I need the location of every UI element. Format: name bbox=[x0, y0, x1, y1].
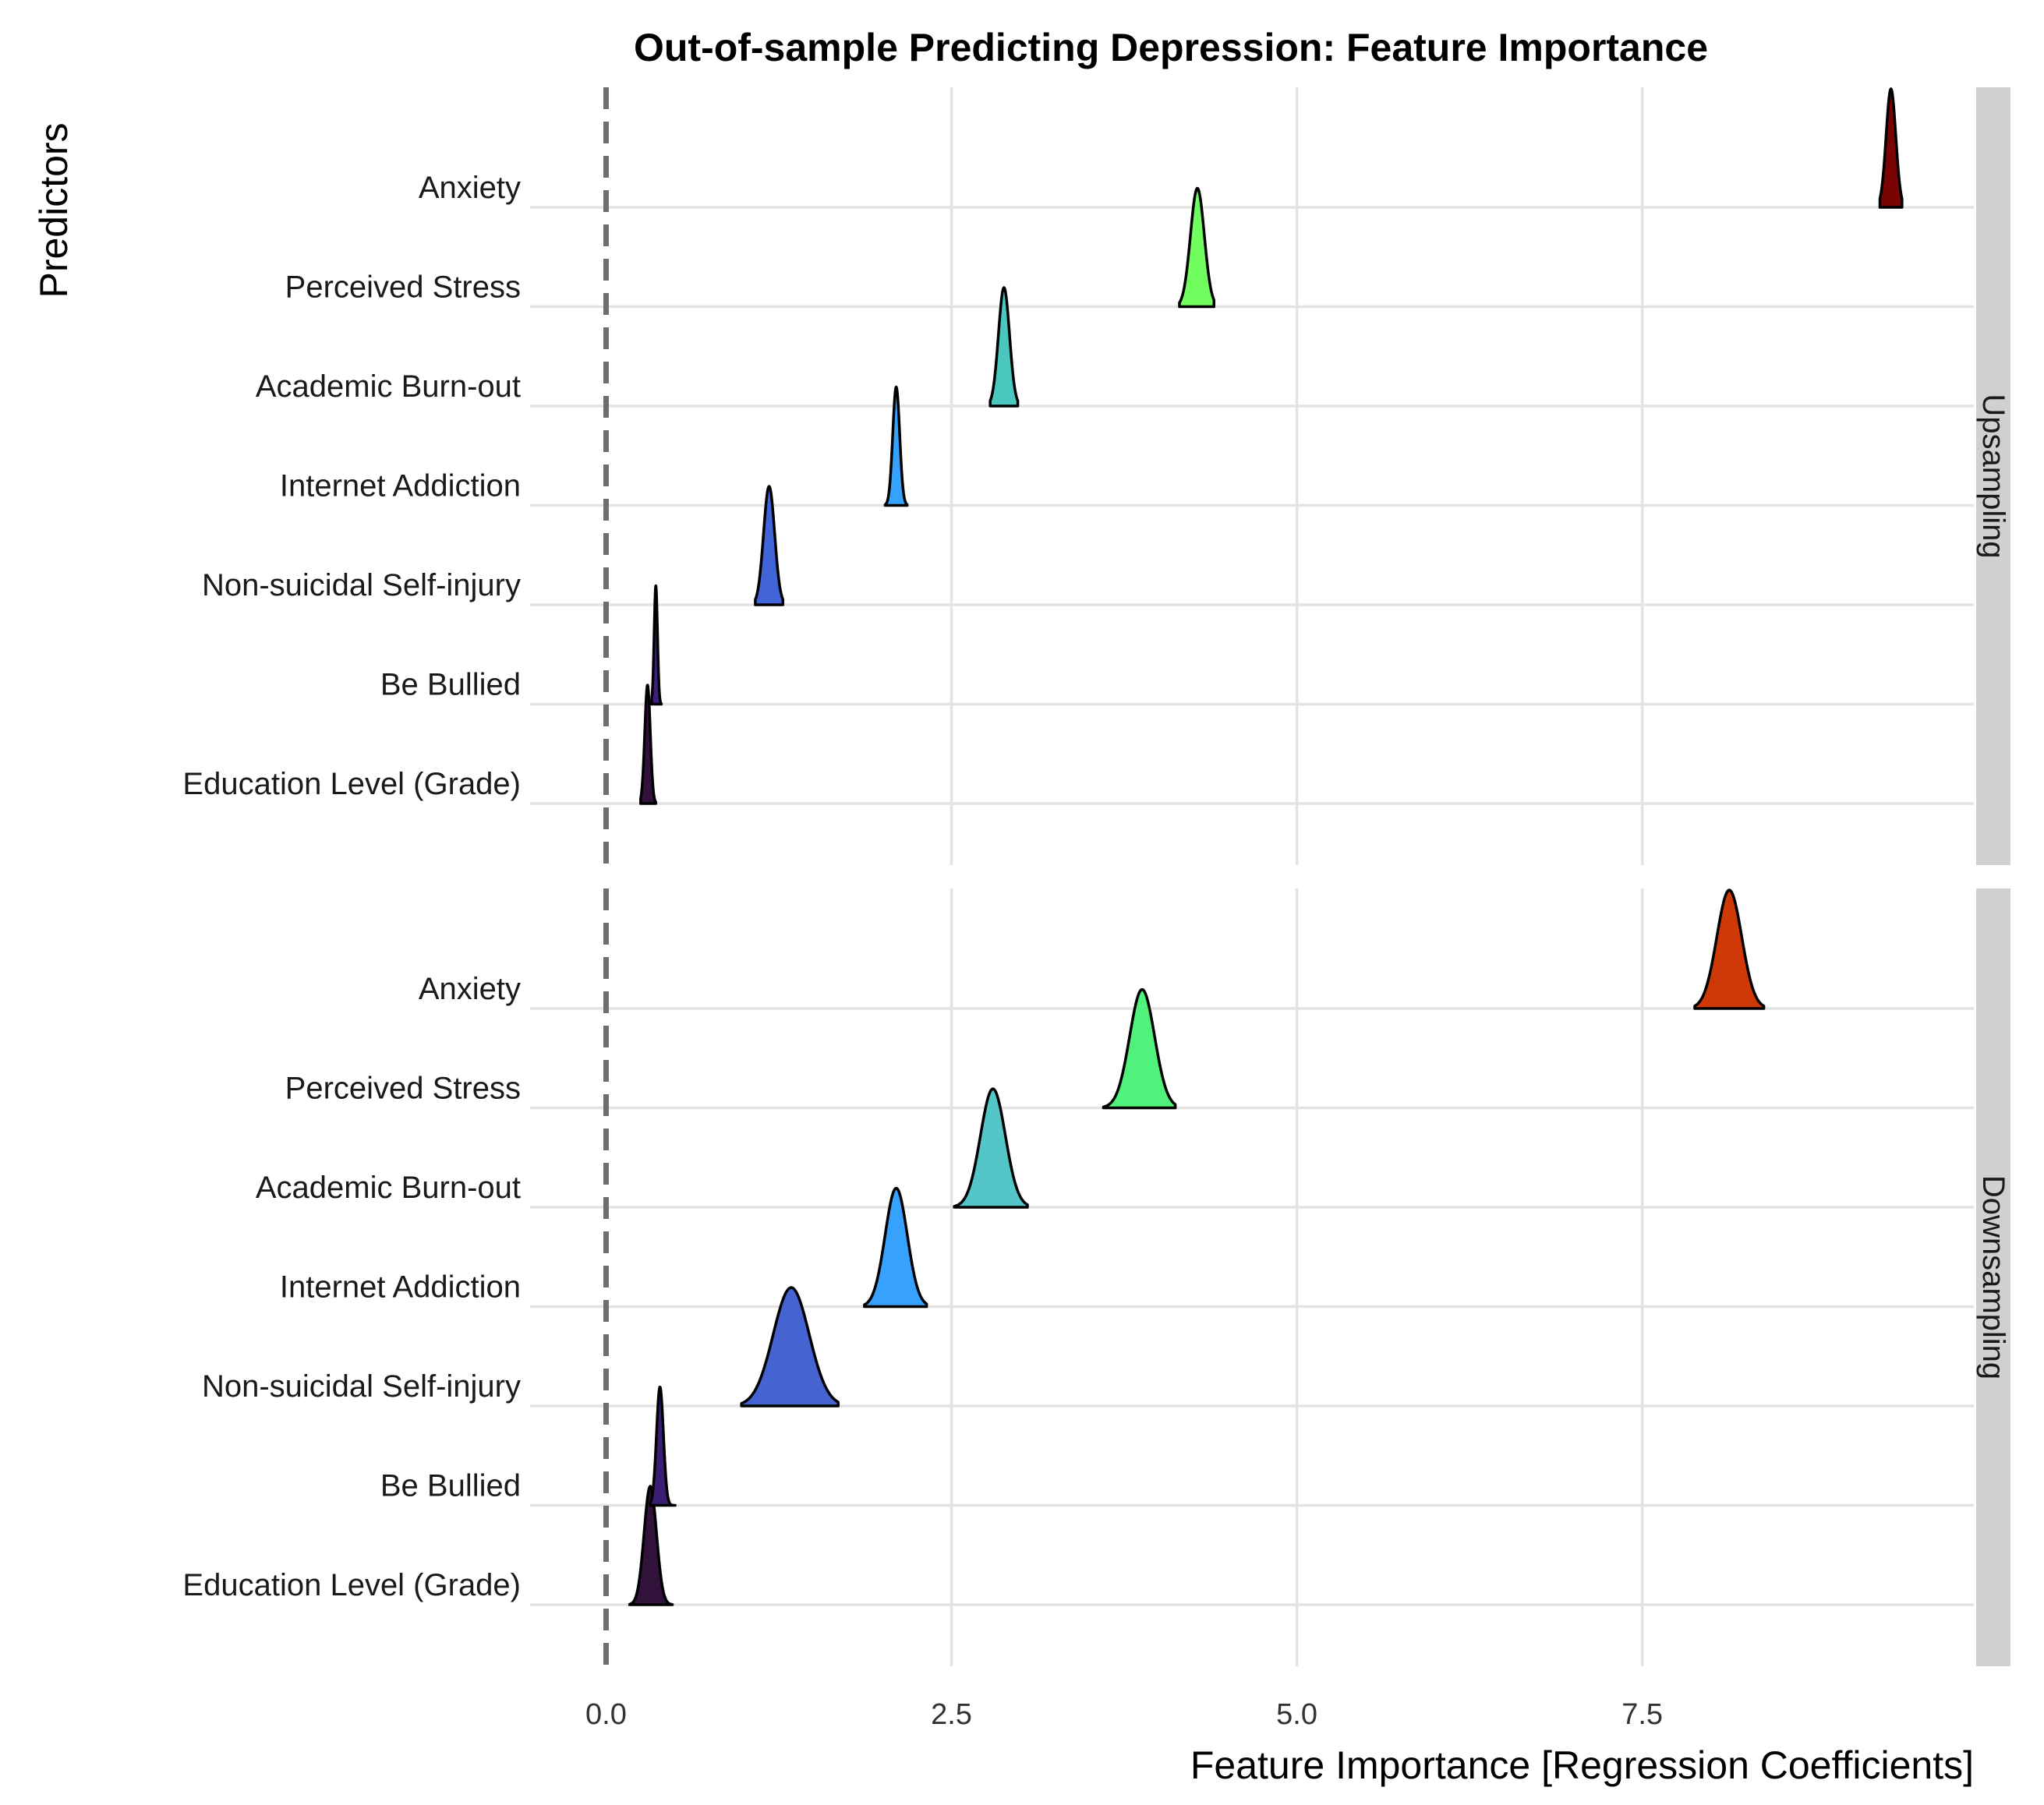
category-label: Education Level (Grade) bbox=[182, 1568, 521, 1602]
category-label: Internet Addiction bbox=[280, 469, 521, 503]
category-label: Anxiety bbox=[419, 972, 521, 1006]
category-label: Academic Burn-out bbox=[256, 1171, 521, 1205]
category-label: Be Bullied bbox=[380, 668, 521, 702]
ridge-non-suicidal-self-injury bbox=[740, 1286, 840, 1408]
x-tick-label: 0.0 bbox=[585, 1698, 627, 1731]
ridge-non-suicidal-self-injury bbox=[754, 485, 785, 606]
x-axis-title: Feature Importance [Regression Coefficie… bbox=[1190, 1743, 1974, 1787]
ridge-internet-addiction bbox=[863, 1186, 928, 1309]
category-label: Anxiety bbox=[419, 171, 521, 205]
category-label: Perceived Stress bbox=[285, 270, 521, 305]
x-tick-label: 5.0 bbox=[1276, 1698, 1317, 1731]
y-axis-title: Predictors bbox=[32, 122, 76, 298]
category-label: Internet Addiction bbox=[280, 1270, 521, 1305]
ridge-education-level-grade bbox=[639, 683, 658, 805]
ridge-academic-burn-out bbox=[953, 1087, 1029, 1209]
x-axis-ticks: 0.0 2.5 5.0 7.5 bbox=[585, 1698, 1663, 1731]
ridge-anxiety bbox=[1693, 888, 1766, 1010]
ridge-be-bullied bbox=[649, 1385, 677, 1507]
facet-strip bbox=[1976, 87, 2010, 865]
panel-upsampling: Anxiety Perceived Stress Academic Burn-out… bbox=[182, 87, 2010, 865]
x-tick-label: 7.5 bbox=[1621, 1698, 1663, 1731]
chart-title: Out-of-sample Predicting Depression: Fea… bbox=[634, 26, 1708, 69]
category-label: Non-suicidal Self-injury bbox=[202, 1369, 521, 1404]
facet-strip bbox=[1976, 888, 2010, 1666]
ridge-internet-addiction bbox=[883, 385, 909, 507]
category-label: Academic Burn-out bbox=[256, 369, 521, 404]
panel-downsampling: Anxiety Perceived Stress Academic Burn-out… bbox=[182, 888, 2010, 1666]
ridge-perceived-stress bbox=[1178, 186, 1216, 309]
category-label: Be Bullied bbox=[380, 1469, 521, 1503]
ridge-be-bullied bbox=[650, 584, 663, 706]
panels-layer: Anxiety Perceived Stress Academic Burn-out… bbox=[182, 87, 2010, 1666]
facet-strip-label: Upsampling bbox=[1976, 394, 2010, 558]
x-tick-label: 2.5 bbox=[931, 1698, 972, 1731]
category-label: Non-suicidal Self-injury bbox=[202, 568, 521, 602]
category-label: Perceived Stress bbox=[285, 1072, 521, 1106]
ridge-academic-burn-out bbox=[988, 286, 1020, 408]
facet-strip-label: Downsampling bbox=[1976, 1175, 2010, 1379]
category-label: Education Level (Grade) bbox=[182, 767, 521, 801]
ridge-perceived-stress bbox=[1102, 987, 1177, 1110]
ridge-anxiety bbox=[1878, 87, 1904, 209]
